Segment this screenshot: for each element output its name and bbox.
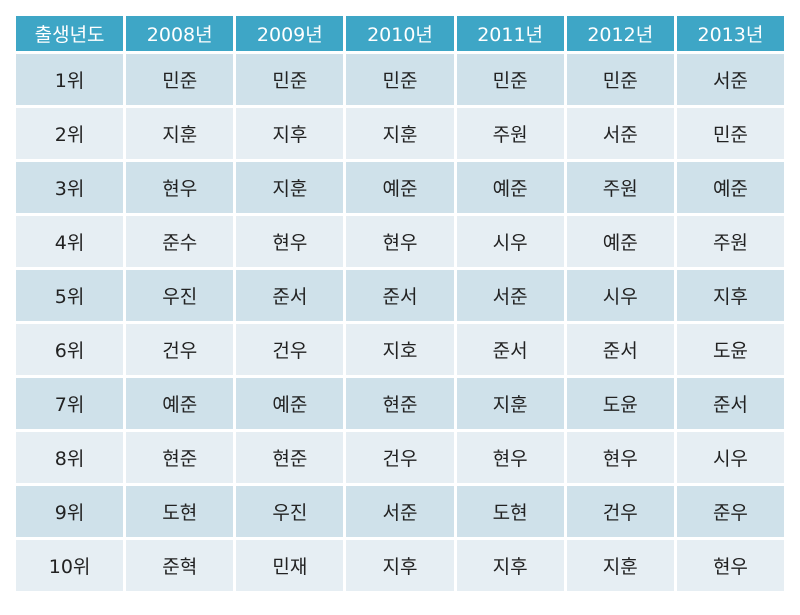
name-cell: 도윤 [566,378,674,429]
name-cell: 우진 [236,486,344,537]
name-cell: 준서 [676,378,784,429]
name-cell: 예준 [676,162,784,213]
name-cell: 건우 [346,432,454,483]
name-cell: 예준 [346,162,454,213]
table-row: 10위 준혁 민재 지후 지후 지훈 현우 [16,540,784,591]
name-cell: 지훈 [126,108,234,159]
name-cell: 현준 [126,432,234,483]
table-row: 1위 민준 민준 민준 민준 민준 서준 [16,54,784,105]
name-cell: 서준 [456,270,564,321]
header-year-6: 2013년 [676,16,784,51]
table-row: 3위 현우 지훈 예준 예준 주원 예준 [16,162,784,213]
header-year-1: 2008년 [126,16,234,51]
name-cell: 건우 [126,324,234,375]
name-cell: 준수 [126,216,234,267]
table-row: 4위 준수 현우 현우 시우 예준 주원 [16,216,784,267]
name-cell: 주원 [676,216,784,267]
name-cell: 지훈 [346,108,454,159]
name-cell: 준서 [236,270,344,321]
name-cell: 지후 [346,540,454,591]
rank-cell: 7위 [16,378,124,429]
name-cell: 시우 [676,432,784,483]
name-cell: 현우 [566,432,674,483]
rank-cell: 8위 [16,432,124,483]
name-cell: 준우 [676,486,784,537]
rank-cell: 6위 [16,324,124,375]
name-cell: 민준 [236,54,344,105]
header-year-5: 2012년 [566,16,674,51]
header-year-3: 2010년 [346,16,454,51]
name-cell: 도현 [456,486,564,537]
name-cell: 예준 [566,216,674,267]
name-cell: 지후 [236,108,344,159]
name-ranking-table: 출생년도 2008년 2009년 2010년 2011년 2012년 2013년 1위 민준 민… [13,13,787,594]
name-cell: 주원 [566,162,674,213]
name-cell: 현준 [236,432,344,483]
name-cell: 민준 [566,54,674,105]
rank-cell: 3위 [16,162,124,213]
name-cell: 도윤 [676,324,784,375]
rank-cell: 1위 [16,54,124,105]
rank-cell: 4위 [16,216,124,267]
name-cell: 예준 [126,378,234,429]
name-ranking-table-container: 출생년도 2008년 2009년 2010년 2011년 2012년 2013년 1위 민준 민… [16,16,784,594]
name-cell: 준서 [346,270,454,321]
name-cell: 서준 [566,108,674,159]
rank-cell: 5위 [16,270,124,321]
table-row: 8위 현준 현준 건우 현우 현우 시우 [16,432,784,483]
name-cell: 지후 [676,270,784,321]
name-cell: 지훈 [236,162,344,213]
name-cell: 현우 [676,540,784,591]
rank-cell: 2위 [16,108,124,159]
table-row: 2위 지훈 지후 지훈 주원 서준 민준 [16,108,784,159]
name-cell: 현우 [346,216,454,267]
name-cell: 지훈 [456,378,564,429]
name-cell: 시우 [566,270,674,321]
name-cell: 서준 [346,486,454,537]
name-cell: 민준 [676,108,784,159]
table-row: 9위 도현 우진 서준 도현 건우 준우 [16,486,784,537]
name-cell: 지훈 [566,540,674,591]
name-cell: 민준 [346,54,454,105]
header-row: 출생년도 2008년 2009년 2010년 2011년 2012년 2013년 [16,16,784,51]
name-cell: 준서 [456,324,564,375]
name-cell: 민재 [236,540,344,591]
name-cell: 민준 [126,54,234,105]
header-birth-year: 출생년도 [16,16,124,51]
table-row: 6위 건우 건우 지호 준서 준서 도윤 [16,324,784,375]
name-cell: 준혁 [126,540,234,591]
table-body: 1위 민준 민준 민준 민준 민준 서준 2위 지훈 지후 지훈 주원 서준 민준 3위 현우 지훈 예준 예준 주원… [16,54,784,591]
name-cell: 주원 [456,108,564,159]
name-cell: 현우 [456,432,564,483]
table-row: 5위 우진 준서 준서 서준 시우 지후 [16,270,784,321]
name-cell: 시우 [456,216,564,267]
name-cell: 준서 [566,324,674,375]
name-cell: 현우 [126,162,234,213]
name-cell: 도현 [126,486,234,537]
rank-cell: 9위 [16,486,124,537]
name-cell: 예준 [456,162,564,213]
header-year-4: 2011년 [456,16,564,51]
name-cell: 우진 [126,270,234,321]
name-cell: 예준 [236,378,344,429]
header-year-2: 2009년 [236,16,344,51]
name-cell: 건우 [236,324,344,375]
rank-cell: 10위 [16,540,124,591]
name-cell: 현우 [236,216,344,267]
name-cell: 서준 [676,54,784,105]
name-cell: 지호 [346,324,454,375]
name-cell: 지후 [456,540,564,591]
name-cell: 건우 [566,486,674,537]
name-cell: 현준 [346,378,454,429]
table-row: 7위 예준 예준 현준 지훈 도윤 준서 [16,378,784,429]
name-cell: 민준 [456,54,564,105]
